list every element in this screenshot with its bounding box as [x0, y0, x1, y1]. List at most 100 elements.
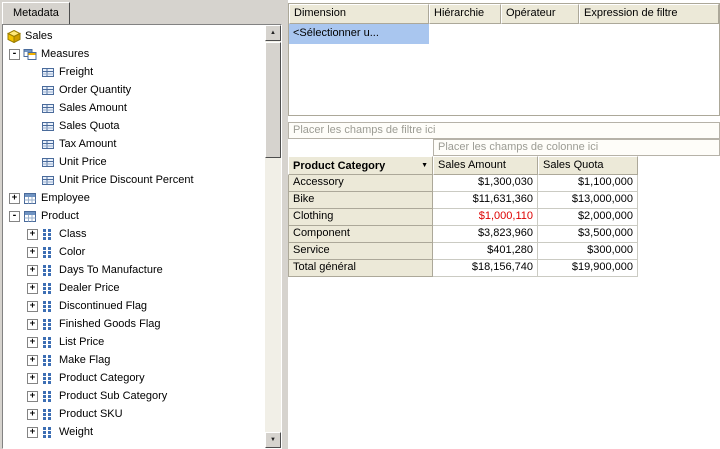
row-header-bike[interactable]: Bike: [288, 192, 433, 209]
table-row: Component $3,823,960 $3,500,000: [288, 226, 638, 243]
cell-sales-amount: $3,823,960: [433, 226, 538, 243]
expand-plus-icon[interactable]: +: [27, 408, 38, 420]
tree-item-label: Discontinued Flag: [59, 300, 148, 312]
pivot-rows: Accessory $1,300,030 $1,100,000 Bike $11,631…: [288, 175, 638, 277]
row-header-component[interactable]: Component: [288, 226, 433, 243]
expand-plus-icon[interactable]: +: [27, 228, 38, 240]
collapse-minus-icon[interactable]: -: [9, 48, 20, 60]
tab-metadata[interactable]: Metadata: [2, 2, 70, 24]
tree-item-label: Product Sub Category: [59, 390, 168, 402]
tree-item-discontinued-flag[interactable]: + Discontinued Flag: [3, 297, 265, 315]
cell-sales-quota: $2,000,000: [538, 209, 638, 226]
tree-item-unit-price[interactable]: Unit Price: [3, 153, 265, 171]
pivot-header-row: Product Category ▼ Sales Amount Sales Qu…: [288, 156, 638, 175]
collapse-minus-icon[interactable]: -: [9, 210, 20, 222]
tree-item-product-sku[interactable]: + Product SKU: [3, 405, 265, 423]
scroll-down-icon[interactable]: ▼: [265, 432, 281, 448]
cell-sales-amount: $11,631,360: [433, 192, 538, 209]
expand-plus-icon[interactable]: +: [27, 354, 38, 366]
attribute-icon: [41, 390, 55, 403]
expand-plus-icon[interactable]: +: [27, 372, 38, 384]
column-header-sales-quota[interactable]: Sales Quota: [538, 156, 638, 175]
tree-item-color[interactable]: + Color: [3, 243, 265, 261]
tree-item-weight[interactable]: + Weight: [3, 423, 265, 441]
table-row: Accessory $1,300,030 $1,100,000: [288, 175, 638, 192]
column-fields-drop-zone[interactable]: Placer les champs de colonne ici: [433, 139, 720, 156]
expand-plus-icon[interactable]: +: [27, 336, 38, 348]
tree-item-finished-goods-flag[interactable]: + Finished Goods Flag: [3, 315, 265, 333]
scrollbar-thumb[interactable]: [265, 42, 281, 158]
filter-fields-drop-zone[interactable]: Placer les champs de filtre ici: [288, 122, 720, 139]
operateur-cell[interactable]: [501, 24, 579, 44]
tree-item-measures[interactable]: - Measures: [3, 45, 265, 63]
tree-item-dealer-price[interactable]: + Dealer Price: [3, 279, 265, 297]
row-field-product-category[interactable]: Product Category ▼: [288, 156, 433, 175]
attribute-icon: [41, 372, 55, 385]
cell-sales-amount: $1,300,030: [433, 175, 538, 192]
tree-item-sales[interactable]: Sales: [3, 27, 265, 45]
tree-item-label: Measures: [41, 48, 90, 60]
row-header-clothing[interactable]: Clothing: [288, 209, 433, 226]
row-header-total-general[interactable]: Total général: [288, 260, 433, 277]
tree-item-employee[interactable]: + Employee: [3, 189, 265, 207]
expand-plus-icon[interactable]: +: [27, 390, 38, 402]
tree-item-label: Unit Price: [59, 156, 107, 168]
scroll-up-icon[interactable]: ▲: [265, 25, 281, 41]
tree-item-list-price[interactable]: + List Price: [3, 333, 265, 351]
attribute-icon: [41, 264, 55, 277]
column-header-expression: Expression de filtre: [579, 4, 719, 24]
tree-item-order-quantity[interactable]: Order Quantity: [3, 81, 265, 99]
row-header-accessory[interactable]: Accessory: [288, 175, 433, 192]
tree-item-product[interactable]: - Product: [3, 207, 265, 225]
expand-plus-icon[interactable]: +: [27, 246, 38, 258]
tree-item-product-sub-category[interactable]: + Product Sub Category: [3, 387, 265, 405]
tree-item-make-flag[interactable]: + Make Flag: [3, 351, 265, 369]
tree-item-label: Sales Amount: [59, 102, 127, 114]
tree-item-label: Product SKU: [59, 408, 123, 420]
expression-cell[interactable]: [579, 24, 587, 44]
browser-panel: Dimension Hiérarchie Opérateur Expressio…: [288, 0, 720, 449]
dimension-icon: [23, 192, 37, 205]
tree-item-label: Weight: [59, 426, 94, 438]
attribute-icon: [41, 246, 55, 259]
dimension-select-cell[interactable]: <Sélectionner u...: [289, 24, 429, 44]
tree-item-label: Color: [59, 246, 86, 258]
hierarchie-cell[interactable]: [429, 24, 501, 44]
measure-icon: [41, 102, 55, 115]
cell-sales-quota: $13,000,000: [538, 192, 638, 209]
field-dropdown-icon[interactable]: ▼: [421, 162, 428, 169]
tree-item-freight[interactable]: Freight: [3, 63, 265, 81]
measure-icon: [41, 66, 55, 79]
tree-item-label: Sales: [25, 30, 53, 42]
measures-icon: [23, 48, 37, 61]
filter-grid-header: Dimension Hiérarchie Opérateur Expressio…: [289, 4, 719, 24]
tree-item-product-category[interactable]: + Product Category: [3, 369, 265, 387]
tree-item-days-to-manufacture[interactable]: + Days To Manufacture: [3, 261, 265, 279]
attribute-icon: [41, 336, 55, 349]
cell-sales-quota: $19,900,000: [538, 260, 638, 277]
tree-item-unit-price-discount-percent[interactable]: Unit Price Discount Percent: [3, 171, 265, 189]
tab-metadata-label: Metadata: [13, 7, 59, 19]
cell-sales-quota: $300,000: [538, 243, 638, 260]
attribute-icon: [41, 318, 55, 331]
column-header-sales-amount[interactable]: Sales Amount: [433, 156, 538, 175]
expand-plus-icon[interactable]: +: [27, 282, 38, 294]
tree-scrollbar[interactable]: ▲ ▼: [265, 25, 281, 448]
expand-plus-icon[interactable]: +: [27, 318, 38, 330]
expand-plus-icon[interactable]: +: [27, 300, 38, 312]
tree-item-label: Dealer Price: [59, 282, 120, 294]
tree-item-label: Class: [59, 228, 87, 240]
tree-item-label: Product: [41, 210, 79, 222]
pivot-table: Product Category ▼ Sales Amount Sales Qu…: [288, 156, 638, 277]
tree-item-tax-amount[interactable]: Tax Amount: [3, 135, 265, 153]
row-header-service[interactable]: Service: [288, 243, 433, 260]
metadata-panel: Metadata Sales - Measures Freight Order Quan…: [0, 0, 284, 449]
cell-sales-quota: $1,100,000: [538, 175, 638, 192]
expand-plus-icon[interactable]: +: [27, 426, 38, 438]
expand-plus-icon[interactable]: +: [27, 264, 38, 276]
tree-item-sales-amount[interactable]: Sales Amount: [3, 99, 265, 117]
tree-item-sales-quota[interactable]: Sales Quota: [3, 117, 265, 135]
expand-plus-icon[interactable]: +: [9, 192, 20, 204]
pivot-area: Placer les champs de filtre ici Placer l…: [288, 122, 720, 449]
tree-item-class[interactable]: + Class: [3, 225, 265, 243]
